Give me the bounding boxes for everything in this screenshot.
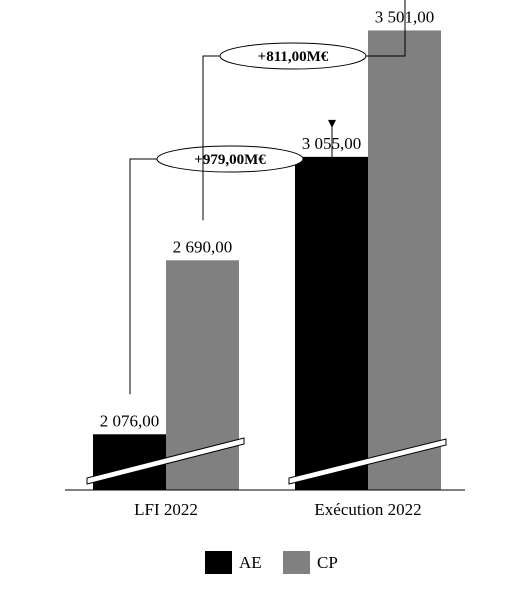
bars-group bbox=[93, 30, 441, 491]
annotation-bubble-ae bbox=[156, 145, 304, 173]
bar-ae-execution-2022 bbox=[295, 156, 368, 491]
value-label-ae-lfi-2022: 2 076,00 bbox=[100, 411, 160, 430]
legend-swatch-ae bbox=[205, 551, 232, 574]
bar-cp-execution-2022 bbox=[368, 30, 441, 491]
annotation-arrow-ae bbox=[328, 119, 336, 128]
legend-swatch-cp bbox=[283, 551, 310, 574]
legend-item-ae: AE bbox=[205, 551, 262, 574]
legend: AE CP bbox=[205, 551, 338, 574]
value-labels-group: 2 076,003 055,002 690,003 501,00 bbox=[100, 7, 435, 430]
category-label-execution-2022: Exécution 2022 bbox=[314, 500, 421, 519]
legend-item-cp: CP bbox=[283, 551, 338, 574]
category-label-lfi-2022: LFI 2022 bbox=[134, 500, 198, 519]
legend-label-cp: CP bbox=[317, 553, 338, 572]
annotation-arrow-cp bbox=[404, 0, 406, 2]
axis-break-lfi-2022 bbox=[86, 437, 245, 485]
annotation-cp: +811,00M€ bbox=[202, 0, 406, 221]
category-labels-group: LFI 2022 Exécution 2022 bbox=[134, 500, 421, 519]
annotations-group: +979,00M€ +811,00M€ bbox=[129, 0, 406, 395]
axis-break-execution-2022 bbox=[288, 438, 447, 485]
annotation-label-cp: +811,00M€ bbox=[258, 49, 329, 65]
axis-breaks-group bbox=[86, 437, 447, 485]
annotation-bubble-cp bbox=[219, 42, 367, 70]
annotation-ae: +979,00M€ bbox=[129, 119, 336, 395]
value-label-cp-lfi-2022: 2 690,00 bbox=[173, 237, 233, 256]
legend-label-ae: AE bbox=[239, 553, 262, 572]
annotation-label-ae: +979,00M€ bbox=[194, 152, 266, 168]
